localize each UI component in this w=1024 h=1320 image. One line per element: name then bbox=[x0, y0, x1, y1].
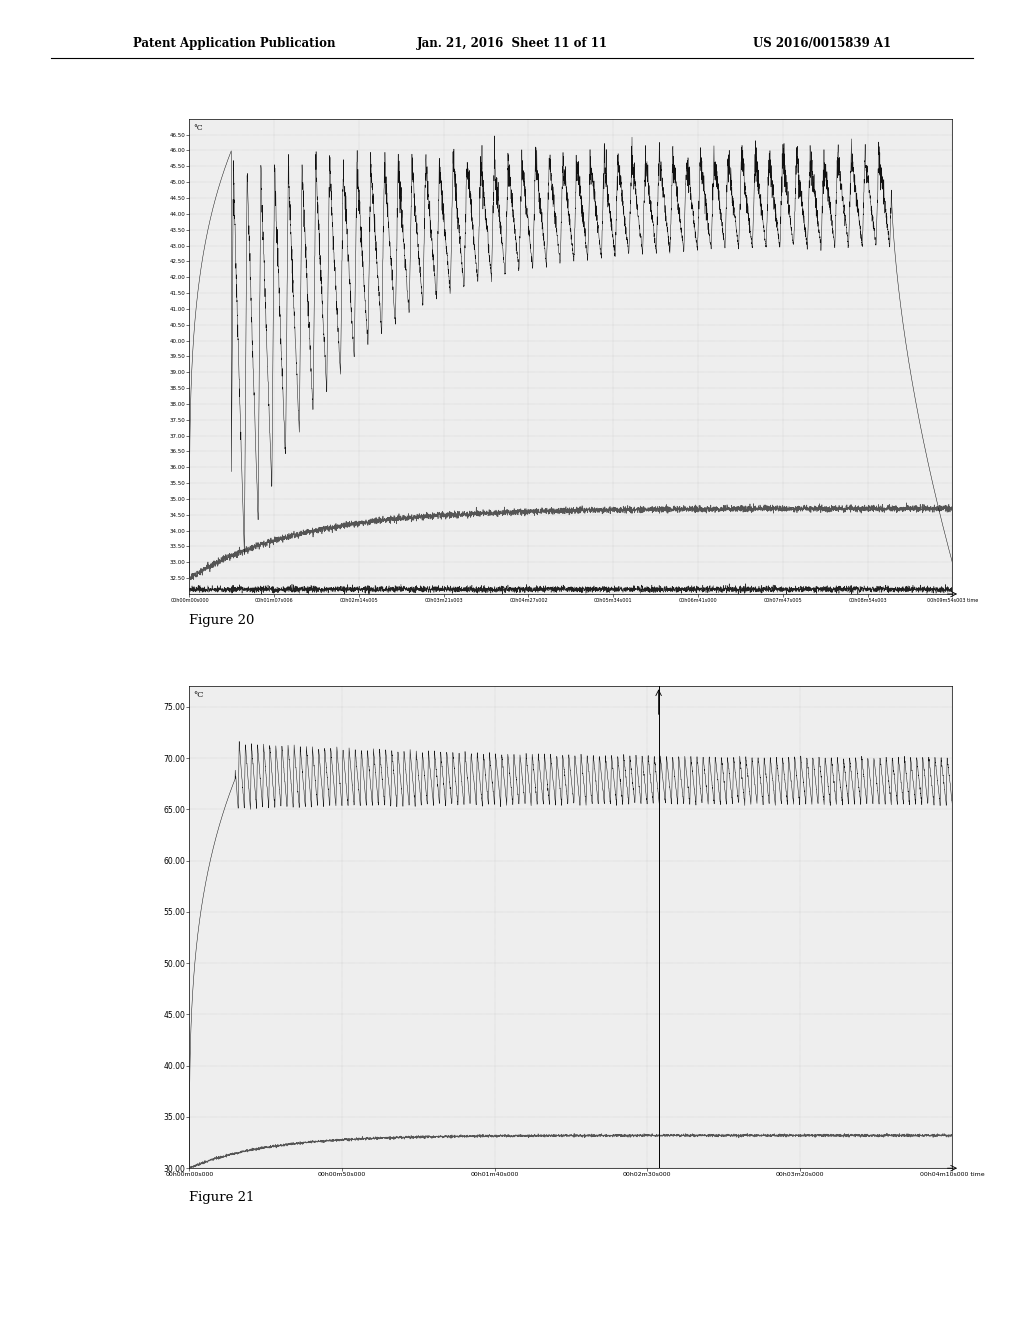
Text: US 2016/0015839 A1: US 2016/0015839 A1 bbox=[753, 37, 891, 50]
Text: °C: °C bbox=[194, 124, 203, 132]
Text: °C: °C bbox=[194, 692, 204, 700]
Text: Figure 20: Figure 20 bbox=[189, 614, 255, 627]
Text: Jan. 21, 2016  Sheet 11 of 11: Jan. 21, 2016 Sheet 11 of 11 bbox=[417, 37, 607, 50]
Text: Patent Application Publication: Patent Application Publication bbox=[133, 37, 336, 50]
Text: Figure 21: Figure 21 bbox=[189, 1191, 255, 1204]
